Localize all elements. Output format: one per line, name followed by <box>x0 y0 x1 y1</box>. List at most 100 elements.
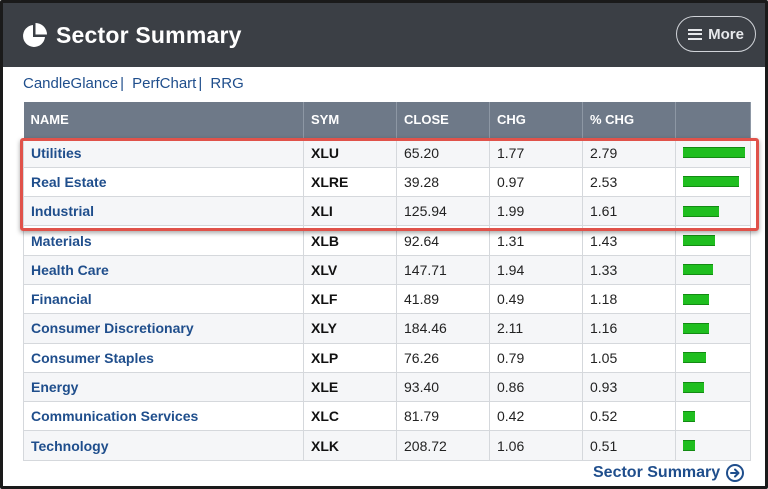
chg-cell: 0.86 <box>489 371 583 403</box>
pct-chg-cell: 0.51 <box>582 430 676 461</box>
symbol-cell: XLP <box>303 342 397 373</box>
sector-name-link[interactable]: Utilities <box>23 137 304 168</box>
chg-cell: 1.31 <box>489 225 583 256</box>
close-cell: 39.28 <box>396 166 490 198</box>
sector-name-link[interactable]: Industrial <box>23 196 304 227</box>
table-row: Materials XLB 92.64 1.31 1.43 <box>23 225 751 256</box>
column-header-bar <box>675 102 751 138</box>
table-row: Communication Services XLC 81.79 0.42 0.52 <box>23 401 751 432</box>
performance-bar <box>683 205 719 217</box>
pct-chg-cell: 1.61 <box>582 196 676 227</box>
chg-cell: 1.06 <box>489 430 583 461</box>
column-header-pct-chg[interactable]: % CHG <box>582 102 676 138</box>
performance-bar <box>683 322 709 334</box>
table-row: Utilities XLU 65.20 1.77 2.79 <box>23 137 751 168</box>
more-button-label: More <box>708 25 744 43</box>
column-header-chg[interactable]: CHG <box>489 102 583 138</box>
chg-cell: 2.11 <box>489 313 583 344</box>
performance-bar <box>683 235 715 247</box>
close-cell: 93.40 <box>396 371 490 403</box>
close-cell: 184.46 <box>396 313 490 344</box>
sector-name-link[interactable]: Consumer Staples <box>23 342 304 373</box>
performance-bar <box>683 147 745 159</box>
performance-bar <box>683 410 695 422</box>
performance-bar <box>683 440 695 452</box>
sector-name-link[interactable]: Real Estate <box>23 166 304 198</box>
table-row: Financial XLF 41.89 0.49 1.18 <box>23 283 751 315</box>
perfchart-link[interactable]: PerfChart <box>132 75 197 92</box>
table-row: Industrial XLI 125.94 1.99 1.61 <box>23 196 751 227</box>
symbol-cell: XLB <box>303 225 397 256</box>
symbol-cell: XLV <box>303 254 397 285</box>
chg-cell: 1.99 <box>489 196 583 227</box>
pie-chart-icon <box>23 23 47 47</box>
sector-table: NAME SYM CLOSE CHG % CHG Utilities XLU 65.… <box>23 102 751 461</box>
column-header-sym[interactable]: SYM <box>303 102 397 138</box>
chg-cell: 1.77 <box>489 137 583 168</box>
pct-chg-cell: 0.52 <box>582 401 676 432</box>
chg-cell: 1.94 <box>489 254 583 285</box>
chg-cell: 0.79 <box>489 342 583 373</box>
sector-name-link[interactable]: Technology <box>23 430 304 461</box>
performance-bar <box>683 381 704 393</box>
sector-name-link[interactable]: Financial <box>23 283 304 315</box>
performance-bar <box>683 293 709 305</box>
performance-bar-cell <box>675 342 751 373</box>
sector-name-link[interactable]: Materials <box>23 225 304 256</box>
sector-name-link[interactable]: Consumer Discretionary <box>23 313 304 344</box>
pct-chg-cell: 2.79 <box>582 137 676 168</box>
sector-name-link[interactable]: Energy <box>23 371 304 403</box>
column-header-name[interactable]: NAME <box>23 102 304 138</box>
sector-summary-link[interactable]: Sector Summary <box>593 464 745 482</box>
pct-chg-cell: 1.16 <box>582 313 676 344</box>
pct-chg-cell: 0.93 <box>582 371 676 403</box>
table-row: Health Care XLV 147.71 1.94 1.33 <box>23 254 751 285</box>
performance-bar <box>683 264 713 276</box>
symbol-cell: XLRE <box>303 166 397 198</box>
performance-bar-cell <box>675 401 751 432</box>
pct-chg-cell: 1.33 <box>582 254 676 285</box>
symbol-cell: XLI <box>303 196 397 227</box>
pct-chg-cell: 1.05 <box>582 342 676 373</box>
performance-bar-cell <box>675 196 751 227</box>
sector-name-link[interactable]: Communication Services <box>23 401 304 432</box>
candleglance-link[interactable]: CandleGlance <box>23 75 119 92</box>
close-cell: 92.64 <box>396 225 490 256</box>
chg-cell: 0.42 <box>489 401 583 432</box>
symbol-cell: XLU <box>303 137 397 168</box>
pct-chg-cell: 1.43 <box>582 225 676 256</box>
column-header-close[interactable]: CLOSE <box>396 102 490 138</box>
symbol-cell: XLC <box>303 401 397 432</box>
hamburger-menu-icon <box>688 28 703 40</box>
sector-name-link[interactable]: Health Care <box>23 254 304 285</box>
panel-title: Sector Summary <box>56 22 242 48</box>
sector-summary-link-label: Sector Summary <box>593 464 721 481</box>
chg-cell: 0.97 <box>489 166 583 198</box>
chart-links: CandleGlance | PerfChart | RRG <box>23 75 244 92</box>
pct-chg-cell: 2.53 <box>582 166 676 198</box>
close-cell: 81.79 <box>396 401 490 432</box>
symbol-cell: XLY <box>303 313 397 344</box>
table-row: Consumer Staples XLP 76.26 0.79 1.05 <box>23 342 751 373</box>
symbol-cell: XLF <box>303 283 397 315</box>
symbol-cell: XLK <box>303 430 397 461</box>
performance-bar-cell <box>675 371 751 403</box>
performance-bar <box>683 176 739 188</box>
rrg-link[interactable]: RRG <box>210 75 244 92</box>
table-row: Consumer Discretionary XLY 184.46 2.11 1.16 <box>23 313 751 344</box>
performance-bar-cell <box>675 430 751 461</box>
table-row: Technology XLK 208.72 1.06 0.51 <box>23 430 751 461</box>
performance-bar-cell <box>675 166 751 198</box>
pct-chg-cell: 1.18 <box>582 283 676 315</box>
panel-header: Sector Summary More <box>3 3 765 67</box>
chg-cell: 0.49 <box>489 283 583 315</box>
close-cell: 65.20 <box>396 137 490 168</box>
more-button[interactable]: More <box>676 16 756 52</box>
close-cell: 125.94 <box>396 196 490 227</box>
close-cell: 76.26 <box>396 342 490 373</box>
performance-bar <box>683 352 706 364</box>
table-row: Real Estate XLRE 39.28 0.97 2.53 <box>23 166 751 198</box>
performance-bar-cell <box>675 313 751 344</box>
performance-bar-cell <box>675 254 751 285</box>
